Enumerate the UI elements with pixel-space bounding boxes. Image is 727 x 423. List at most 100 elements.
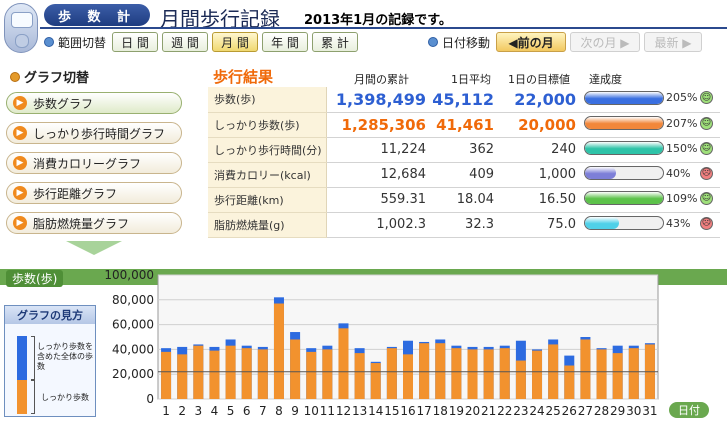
graph-switch-item-label: 脂肪燃焼量グラフ (33, 216, 130, 231)
x-tick-label: 2 (178, 404, 186, 418)
smile-face-icon: ☺ (700, 191, 713, 205)
next-month-button[interactable]: 次の月 ▶ (570, 32, 641, 52)
app-title: 歩 数 計 (44, 4, 150, 26)
bar-firm (532, 350, 543, 399)
row-name: 歩行距離(km) (208, 187, 327, 213)
x-tick-label: 21 (481, 404, 496, 418)
row-goal: 16.50 (498, 187, 580, 213)
graph-switch-item-1[interactable]: ▶ しっかり歩行時間グラフ (6, 122, 182, 144)
header-divider (40, 27, 727, 29)
bar-firm (322, 349, 333, 399)
bar-firm (467, 349, 478, 399)
prev-month-button[interactable]: ◀前の月 (496, 32, 567, 52)
x-tick-label: 25 (546, 404, 561, 418)
range-button-0[interactable]: 日 間 (112, 32, 159, 52)
smile-face-icon: ☺ (700, 91, 713, 105)
row-achievement: 150% ☺ (580, 137, 720, 163)
results-row: 消費カロリー(kcal) 12,684 409 1,000 40% ☹ (208, 162, 720, 188)
sad-face-icon: ☹ (700, 216, 713, 230)
arrow-right-icon: ▶ (13, 126, 27, 140)
graph-switch-item-0[interactable]: ▶ 歩数グラフ (6, 92, 182, 114)
range-button-2[interactable]: 月 間 (212, 32, 259, 52)
y-tick-label: 100,000 (104, 269, 154, 282)
row-avg: 32.3 (430, 212, 498, 238)
achievement-fill (585, 167, 617, 179)
results-row: 脂肪燃焼量(g) 1,002.3 32.3 75.0 43% ☹ (208, 212, 720, 238)
bar-firm (386, 348, 397, 399)
bar-firm (257, 349, 268, 399)
range-button-1[interactable]: 週 間 (162, 32, 209, 52)
achievement-fill (585, 192, 663, 204)
graph-switch-item-2[interactable]: ▶ 消費カロリーグラフ (6, 152, 182, 174)
guide-bracket (31, 380, 35, 414)
bar-firm (193, 345, 204, 399)
bar-firm (209, 350, 220, 399)
bar-firm (451, 348, 462, 399)
bar-firm (241, 348, 252, 399)
row-avg: 409 (430, 162, 498, 188)
row-name: 歩数(歩) (208, 87, 327, 113)
guide-title: グラフの見方 (5, 306, 95, 324)
achievement-bar (584, 90, 664, 105)
x-tick-label: 3 (195, 404, 203, 418)
achievement-pct: 109% (666, 191, 698, 205)
graph-guide: グラフの見方 しっかり歩数を含めた全体の歩数 しっかり歩数 (4, 305, 96, 417)
sad-face-icon: ☹ (700, 166, 713, 180)
bar-firm (596, 349, 607, 399)
range-buttons: 日 間週 間月 間年 間累 計 (112, 32, 362, 52)
bar-firm (273, 303, 284, 399)
bullet-icon (44, 37, 54, 47)
x-tick-label: 10 (304, 404, 319, 418)
bar-firm (435, 343, 446, 399)
arrow-right-icon: ▶ (13, 186, 27, 200)
row-avg: 18.04 (430, 187, 498, 213)
bar-firm (403, 354, 413, 399)
smile-face-icon: ☺ (700, 116, 713, 130)
guide-label-firm: しっかり歩数 (41, 393, 89, 402)
x-tick-label: 29 (610, 404, 625, 418)
graph-switch-item-3[interactable]: ▶ 歩行距離グラフ (6, 182, 182, 204)
y-tick-label: 20,000 (112, 367, 154, 381)
x-tick-label: 30 (626, 404, 641, 418)
row-goal: 240 (498, 137, 580, 163)
latest-button[interactable]: 最新 ▶ (644, 32, 703, 52)
row-total: 1,002.3 (326, 212, 430, 238)
guide-firm-bar (17, 380, 27, 414)
achievement-pct: 40% (666, 166, 691, 180)
bar-firm (161, 351, 172, 399)
graph-switch-item-4[interactable]: ▶ 脂肪燃焼量グラフ (6, 212, 182, 234)
bar-firm (290, 339, 301, 399)
bar-firm (354, 353, 365, 399)
achievement-bar (584, 191, 664, 205)
achievement-fill (585, 91, 663, 104)
col-header-goal: 1日の目標値 (508, 73, 570, 86)
x-tick-label: 26 (562, 404, 577, 418)
bar-firm (225, 345, 236, 399)
bullet-icon (10, 71, 20, 82)
x-tick-label: 28 (594, 404, 609, 418)
results-title: 歩行結果 (213, 68, 274, 86)
results-row: しっかり歩行時間(分) 11,224 362 240 150% ☺ (208, 137, 720, 163)
range-button-3[interactable]: 年 間 (262, 32, 309, 52)
col-header-total: 月間の累計 (354, 73, 409, 86)
row-name: 脂肪燃焼量(g) (208, 212, 327, 238)
row-achievement: 40% ☹ (580, 162, 720, 188)
graph-switch-item-label: しっかり歩行時間グラフ (33, 126, 166, 141)
guide-total-bar (17, 336, 27, 380)
chart-xlabel: 日付 (669, 402, 709, 418)
range-button-4[interactable]: 累 計 (312, 32, 359, 52)
row-avg: 362 (430, 137, 498, 163)
x-tick-label: 27 (578, 404, 593, 418)
range-switch-label: 範囲切替 (58, 35, 107, 50)
row-achievement: 205% ☺ (580, 87, 720, 113)
x-tick-label: 8 (275, 404, 283, 418)
x-tick-label: 16 (400, 404, 415, 418)
bar-firm (580, 339, 591, 399)
x-tick-label: 17 (416, 404, 431, 418)
x-tick-label: 4 (211, 404, 219, 418)
bar-firm (564, 365, 575, 399)
x-tick-label: 14 (368, 404, 383, 418)
guide-label-total: しっかり歩数を含めた全体の歩数 (37, 342, 93, 371)
page-subtitle: 2013年1月の記録です。 (304, 13, 452, 28)
x-tick-label: 5 (227, 404, 235, 418)
